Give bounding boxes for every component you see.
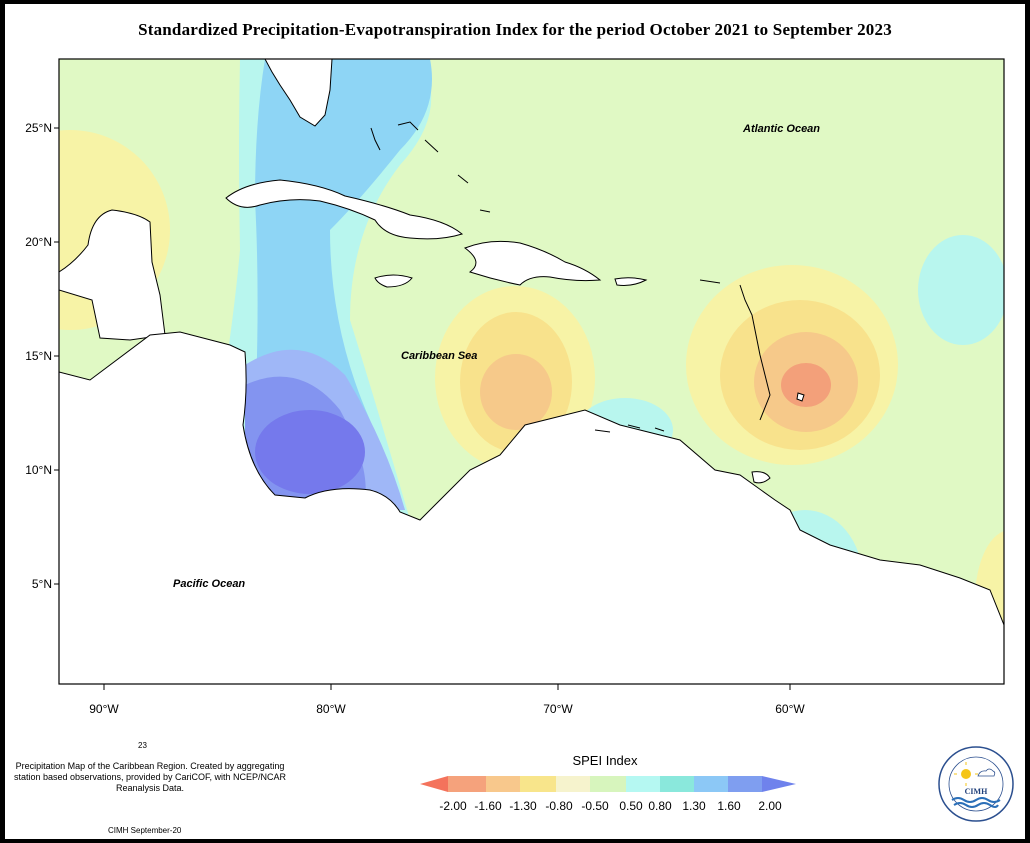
legend-swatch: [556, 776, 590, 792]
graticule-ticks: [54, 127, 791, 690]
legend-label: 0.80: [648, 799, 672, 813]
hispaniola: [463, 240, 602, 286]
legend-swatch: [448, 776, 486, 792]
bahamas-island: [457, 174, 469, 184]
central-america: [59, 331, 1004, 684]
bahamas-island: [424, 139, 439, 153]
pacific-ocean-label: Pacific Ocean: [173, 578, 246, 590]
lat-label-5n: 5°N: [31, 577, 52, 591]
legend-label: 0.50: [619, 799, 643, 813]
atlantic-ocean-label: Atlantic Ocean: [743, 123, 821, 135]
legend-swatch: [486, 776, 520, 792]
legend-color-bar: [420, 776, 796, 792]
legend-label: -0.80: [545, 799, 573, 813]
land-masses: [59, 59, 1004, 684]
map-description: Precipitation Map of the Caribbean Regio…: [13, 761, 287, 793]
barbados: [796, 392, 805, 402]
nicaragua-wet-core: [255, 410, 365, 494]
legend-label: 1.60: [717, 799, 741, 813]
virgin-islands: [699, 279, 721, 284]
bahamas-island: [397, 121, 419, 131]
waves-icon: [951, 797, 1001, 803]
legend-swatch: [694, 776, 728, 792]
atlantic-wet-zone: [918, 235, 1004, 345]
legend-title: SPEI Index: [572, 753, 638, 768]
legend-label: -2.00: [439, 799, 467, 813]
abc-islands: [594, 424, 665, 433]
cimh-logo: CIMH: [938, 746, 1014, 822]
sun-rays-icon: [954, 762, 978, 786]
bahamas-island: [370, 127, 381, 151]
lat-label-10n: 10°N: [25, 463, 52, 477]
waves-icon: [953, 802, 999, 808]
lat-label-15n: 15°N: [25, 349, 52, 363]
trinidad: [751, 471, 771, 484]
cuba: [225, 179, 464, 240]
legend-swatch: [626, 776, 660, 792]
lon-label-90w: 90°W: [89, 702, 119, 716]
legend-swatch: [660, 776, 694, 792]
footer-credit: CIMH September-20: [108, 826, 182, 835]
legend-label: -1.30: [509, 799, 537, 813]
small-islands: [370, 121, 771, 433]
legend-swatch: [762, 776, 796, 792]
legend-label: 1.30: [682, 799, 706, 813]
legend-swatch: [590, 776, 626, 792]
jamaica: [374, 274, 413, 288]
lon-label-80w: 80°W: [316, 702, 346, 716]
caption-number: 23: [138, 741, 147, 750]
legend-label: -0.50: [581, 799, 609, 813]
colombia-dry-core: [480, 354, 552, 430]
legend-label: -1.60: [474, 799, 502, 813]
turks-island: [479, 209, 491, 213]
florida-peninsula: [264, 59, 333, 127]
lat-label-20n: 20°N: [25, 235, 52, 249]
sun-icon: [961, 769, 971, 779]
antilles-dry-core: [781, 363, 831, 407]
lat-label-25n: 25°N: [25, 121, 52, 135]
logo-text: CIMH: [965, 787, 988, 796]
yucatan-mexico: [59, 209, 166, 341]
puerto-rico: [614, 277, 648, 286]
legend-swatch: [520, 776, 556, 792]
caribbean-sea-label: Caribbean Sea: [401, 350, 478, 362]
legend-swatch: [420, 776, 448, 792]
lon-label-60w: 60°W: [775, 702, 805, 716]
cloud-icon: [977, 768, 996, 777]
legend-label: 2.00: [758, 799, 782, 813]
map-title: Standardized Precipitation-Evapotranspir…: [138, 20, 892, 39]
map-border: [58, 58, 1005, 685]
legend-swatch: [728, 776, 762, 792]
lon-label-70w: 70°W: [543, 702, 573, 716]
lesser-antilles-arc: [739, 284, 771, 421]
